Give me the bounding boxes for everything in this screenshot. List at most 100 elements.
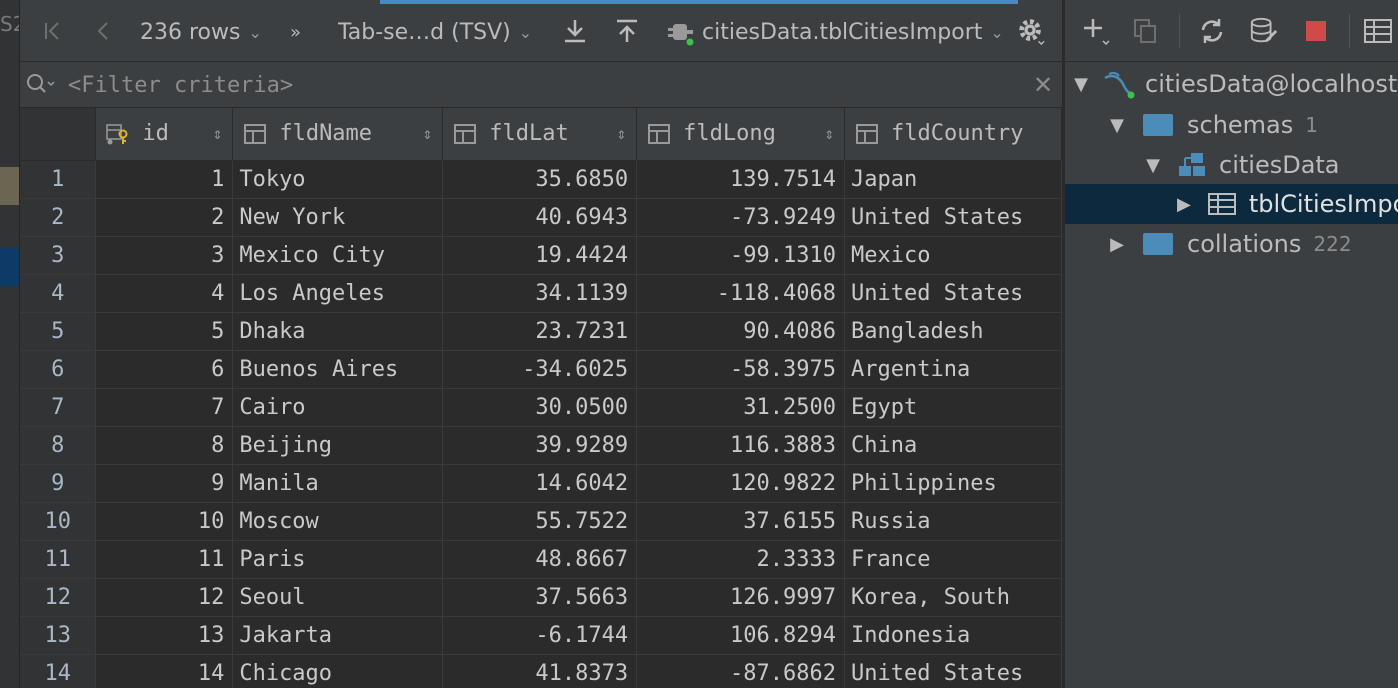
column-header-fldcountry[interactable]: fldCountry — [844, 108, 1062, 161]
extractor-format-dropdown[interactable]: Tab-se…d (TSV) ⌄ — [338, 16, 532, 48]
cell-lat[interactable]: 41.8373 — [442, 654, 638, 688]
first-page-icon[interactable] — [38, 14, 68, 48]
table-row[interactable]: 7 7 Cairo 30.0500 31.2500 Egypt — [20, 388, 1062, 427]
cell-name[interactable]: Buenos Aires — [232, 350, 444, 389]
cell-lat[interactable]: -34.6025 — [442, 350, 638, 389]
table-row[interactable]: 4 4 Los Angeles 34.1139 -118.4068 United Stat… — [20, 274, 1062, 313]
cell-name[interactable]: Mexico City — [232, 236, 444, 275]
add-icon[interactable] — [1081, 14, 1111, 48]
cell-id[interactable]: 5 — [95, 312, 234, 351]
cell-id[interactable]: 7 — [95, 388, 234, 427]
expanded-arrow-icon[interactable]: ▼ — [1074, 73, 1088, 95]
cell-name[interactable]: Chicago — [232, 654, 444, 688]
cell-country[interactable]: United States — [844, 654, 1062, 688]
cell-country[interactable]: United States — [844, 274, 1062, 313]
cell-long[interactable]: -58.3975 — [636, 350, 846, 389]
cell-long[interactable]: 126.9997 — [636, 578, 846, 617]
cell-long[interactable]: -87.6862 — [636, 654, 846, 688]
cell-lat[interactable]: 48.8667 — [442, 540, 638, 579]
collapsed-arrow-icon[interactable]: ▶ — [1110, 233, 1124, 255]
cell-long[interactable]: -99.1310 — [636, 236, 846, 275]
settings-gear-icon[interactable] — [1016, 14, 1046, 48]
cell-id[interactable]: 14 — [95, 654, 234, 688]
row-number[interactable]: 8 — [20, 426, 97, 465]
table-row[interactable]: 10 10 Moscow 55.7522 37.6155 Russia — [20, 502, 1062, 541]
cell-name[interactable]: Los Angeles — [232, 274, 444, 313]
cell-country[interactable]: United States — [844, 198, 1062, 237]
cell-long[interactable]: 106.8294 — [636, 616, 846, 655]
sort-icon[interactable]: ⇕ — [824, 124, 835, 144]
cell-lat[interactable]: 55.7522 — [442, 502, 638, 541]
column-header-fldlong[interactable]: fldLong ⇕ — [636, 108, 846, 161]
cell-id[interactable]: 4 — [95, 274, 234, 313]
refresh-icon[interactable] — [1197, 14, 1227, 48]
row-number[interactable]: 13 — [20, 616, 97, 655]
row-number[interactable]: 10 — [20, 502, 97, 541]
cell-name[interactable]: Dhaka — [232, 312, 444, 351]
cell-lat[interactable]: 14.6042 — [442, 464, 638, 503]
cell-id[interactable]: 12 — [95, 578, 234, 617]
table-row[interactable]: 6 6 Buenos Aires -34.6025 -58.3975 Argentina — [20, 350, 1062, 389]
table-row[interactable]: 11 11 Paris 48.8667 2.3333 France — [20, 540, 1062, 579]
cell-country[interactable]: Korea, South — [844, 578, 1062, 617]
cell-country[interactable]: Russia — [844, 502, 1062, 541]
table-view-icon[interactable] — [1363, 14, 1393, 48]
column-header-id[interactable]: id ⇕ — [95, 108, 234, 161]
sort-icon[interactable]: ⇕ — [212, 124, 223, 144]
cell-long[interactable]: 139.7514 — [636, 160, 846, 199]
data-source-dropdown[interactable]: citiesData.tblCitiesImport ⌄ — [666, 16, 1004, 48]
row-number[interactable]: 4 — [20, 274, 97, 313]
cell-name[interactable]: Jakarta — [232, 616, 444, 655]
expanded-arrow-icon[interactable]: ▼ — [1110, 114, 1124, 136]
row-number[interactable]: 6 — [20, 350, 97, 389]
tree-node-table-tblcitiesimport[interactable]: ▶ tblCitiesImport — [1065, 184, 1398, 224]
previous-page-icon[interactable] — [88, 14, 118, 48]
row-number[interactable]: 2 — [20, 198, 97, 237]
tree-node-datasource[interactable]: ▼ citiesData@localhost — [1065, 64, 1398, 104]
cell-country[interactable]: Philippines — [844, 464, 1062, 503]
cell-id[interactable]: 3 — [95, 236, 234, 275]
table-row[interactable]: 14 14 Chicago 41.8373 -87.6862 United States — [20, 654, 1062, 688]
cell-name[interactable]: Paris — [232, 540, 444, 579]
tree-node-schemas[interactable]: ▼ schemas 1 — [1065, 105, 1398, 145]
cell-long[interactable]: 37.6155 — [636, 502, 846, 541]
cell-country[interactable]: Bangladesh — [844, 312, 1062, 351]
cell-id[interactable]: 10 — [95, 502, 234, 541]
cell-country[interactable]: Egypt — [844, 388, 1062, 427]
row-number[interactable]: 12 — [20, 578, 97, 617]
cell-name[interactable]: Beijing — [232, 426, 444, 465]
cell-lat[interactable]: 37.5663 — [442, 578, 638, 617]
row-number[interactable]: 1 — [20, 160, 97, 199]
sort-icon[interactable]: ⇕ — [422, 124, 433, 144]
stop-icon[interactable] — [1301, 14, 1331, 48]
cell-name[interactable]: New York — [232, 198, 444, 237]
cell-lat[interactable]: 23.7231 — [442, 312, 638, 351]
cell-country[interactable]: Mexico — [844, 236, 1062, 275]
expanded-arrow-icon[interactable]: ▼ — [1146, 154, 1160, 176]
cell-country[interactable]: Indonesia — [844, 616, 1062, 655]
cell-name[interactable]: Manila — [232, 464, 444, 503]
database-properties-icon[interactable] — [1249, 14, 1279, 48]
cell-name[interactable]: Moscow — [232, 502, 444, 541]
row-number[interactable]: 14 — [20, 654, 97, 688]
cell-country[interactable]: Japan — [844, 160, 1062, 199]
cell-id[interactable]: 9 — [95, 464, 234, 503]
row-number[interactable]: 9 — [20, 464, 97, 503]
cell-name[interactable]: Seoul — [232, 578, 444, 617]
sort-icon[interactable]: ⇕ — [616, 124, 627, 144]
cell-long[interactable]: -73.9249 — [636, 198, 846, 237]
duplicate-icon[interactable] — [1131, 14, 1161, 48]
cell-long[interactable]: 90.4086 — [636, 312, 846, 351]
import-upload-icon[interactable] — [612, 14, 642, 48]
row-number[interactable]: 11 — [20, 540, 97, 579]
row-number[interactable]: 7 — [20, 388, 97, 427]
filter-criteria-input[interactable] — [68, 70, 968, 100]
cell-name[interactable]: Cairo — [232, 388, 444, 427]
more-actions-button[interactable]: » — [290, 16, 301, 48]
table-row[interactable]: 13 13 Jakarta -6.1744 106.8294 Indonesia — [20, 616, 1062, 655]
export-download-icon[interactable] — [560, 14, 590, 48]
cell-country[interactable]: France — [844, 540, 1062, 579]
cell-lat[interactable]: 35.6850 — [442, 160, 638, 199]
cell-long[interactable]: 116.3883 — [636, 426, 846, 465]
table-row[interactable]: 5 5 Dhaka 23.7231 90.4086 Bangladesh — [20, 312, 1062, 351]
